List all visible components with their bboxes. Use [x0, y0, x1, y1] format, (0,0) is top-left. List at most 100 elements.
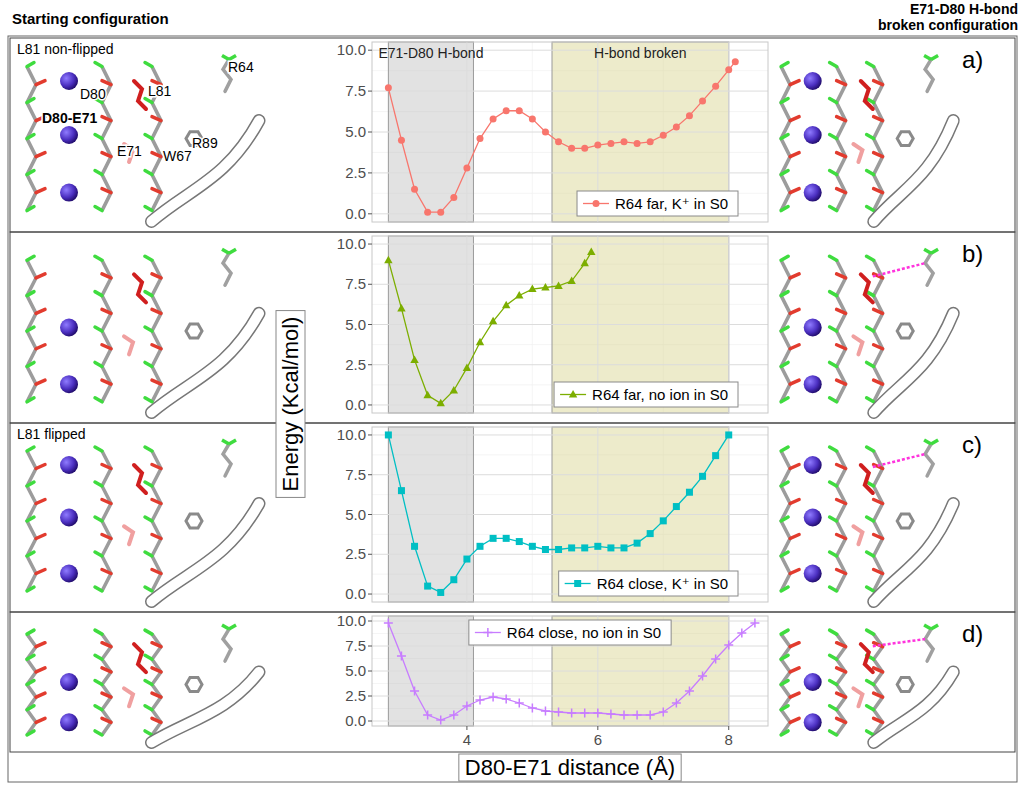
- y-axis-title-group: Energy (Kcal/mol): [276, 311, 305, 498]
- side-stick: [145, 398, 152, 402]
- marker: [555, 546, 562, 553]
- tick-label-y: 5.0: [345, 662, 366, 679]
- side-stick: [837, 81, 846, 85]
- side-stick: [95, 207, 102, 211]
- marker: [594, 543, 601, 550]
- marker: [515, 699, 524, 708]
- structure-label: W67: [163, 148, 192, 164]
- structure-panel-label: L81 non-flipped: [17, 41, 114, 57]
- marker: [424, 583, 431, 590]
- side-stick: [95, 398, 102, 402]
- side-stick: [102, 309, 111, 313]
- structure-left: [27, 249, 259, 412]
- side-stick: [102, 693, 111, 697]
- ring-w67: [897, 324, 913, 338]
- grid-line-y: [372, 132, 768, 133]
- header-line: E71-D80 H-bond: [910, 1, 1018, 17]
- side-stick: [830, 517, 837, 521]
- legend: R64 close, no ion in S0: [469, 620, 671, 645]
- side-stick: [830, 731, 837, 735]
- helix-outline: [152, 121, 260, 222]
- side-stick: [95, 552, 102, 556]
- side-stick: [27, 362, 34, 366]
- side-stick: [152, 570, 161, 574]
- side-stick: [837, 309, 846, 313]
- side-stick: [781, 706, 788, 710]
- side-stick: [790, 274, 799, 278]
- row-box: [10, 38, 1015, 232]
- side-stick: [867, 447, 874, 451]
- side-stick: [145, 99, 152, 103]
- side-stick: [95, 587, 102, 591]
- side-stick: [874, 570, 883, 574]
- grid-line-y: [372, 646, 768, 647]
- side-stick: [830, 256, 837, 260]
- side-stick: [145, 362, 152, 366]
- tick-y: [368, 404, 372, 405]
- tick-y: [368, 671, 372, 672]
- tick-label-y: 0.0: [345, 712, 366, 729]
- legend-label: R64 close, K⁺ in S0: [597, 575, 728, 592]
- side-stick: [830, 207, 837, 211]
- tick-label-y: 10.0: [337, 426, 366, 443]
- side-stick: [102, 465, 111, 469]
- marker: [541, 707, 550, 716]
- side-stick: [27, 256, 34, 260]
- ion: [804, 184, 822, 202]
- helix-outline: [874, 672, 954, 743]
- side-stick: [790, 465, 799, 469]
- tick-y: [368, 646, 372, 647]
- marker: [476, 338, 484, 346]
- marker: [634, 540, 641, 547]
- side-stick: [830, 630, 837, 634]
- tick-y: [368, 721, 372, 722]
- side-stick: [837, 345, 846, 349]
- side-stick: [874, 153, 883, 157]
- ion: [804, 673, 822, 691]
- marker: [607, 140, 614, 147]
- panel-letter: a): [962, 46, 983, 73]
- marker: [732, 58, 739, 65]
- side-stick: [27, 731, 34, 735]
- marker: [607, 544, 614, 551]
- marker: [450, 576, 457, 583]
- side-stick: [27, 552, 34, 556]
- marker: [725, 431, 732, 438]
- side-stick: [867, 681, 874, 685]
- ring-w67: [186, 678, 202, 692]
- row-box: [10, 423, 1015, 612]
- side-stick: [790, 668, 799, 672]
- side-stick: [781, 99, 788, 103]
- side-stick: [874, 500, 883, 504]
- side-chain-d80: [134, 81, 146, 109]
- side-stick: [27, 706, 34, 710]
- marker: [581, 544, 588, 551]
- side-stick: [781, 398, 788, 402]
- marker: [410, 355, 418, 363]
- side-stick: [152, 117, 161, 121]
- legend-marker: [574, 580, 581, 587]
- plot-frame: [372, 616, 768, 726]
- tick-label-x: 8: [725, 731, 733, 748]
- tick-label-y: 7.5: [345, 275, 366, 292]
- marker: [567, 277, 575, 285]
- legend-marker: [483, 628, 492, 637]
- marker: [477, 135, 484, 142]
- marker: [437, 399, 445, 407]
- side-chain-e71: [853, 526, 862, 544]
- marker: [384, 256, 392, 263]
- marker: [502, 301, 510, 309]
- side-stick: [36, 693, 45, 697]
- grid-line-y: [372, 91, 768, 92]
- side-stick: [145, 482, 152, 486]
- side-stick: [222, 625, 229, 629]
- marker: [463, 165, 470, 172]
- plot-background: [372, 427, 768, 602]
- grid-line-y: [372, 514, 768, 515]
- side-stick: [36, 309, 45, 313]
- side-stick: [152, 380, 161, 384]
- side-stick: [145, 292, 152, 296]
- side-stick: [95, 630, 102, 634]
- marker: [541, 283, 549, 291]
- legend-label: R64 far, K⁺ in S0: [615, 195, 728, 212]
